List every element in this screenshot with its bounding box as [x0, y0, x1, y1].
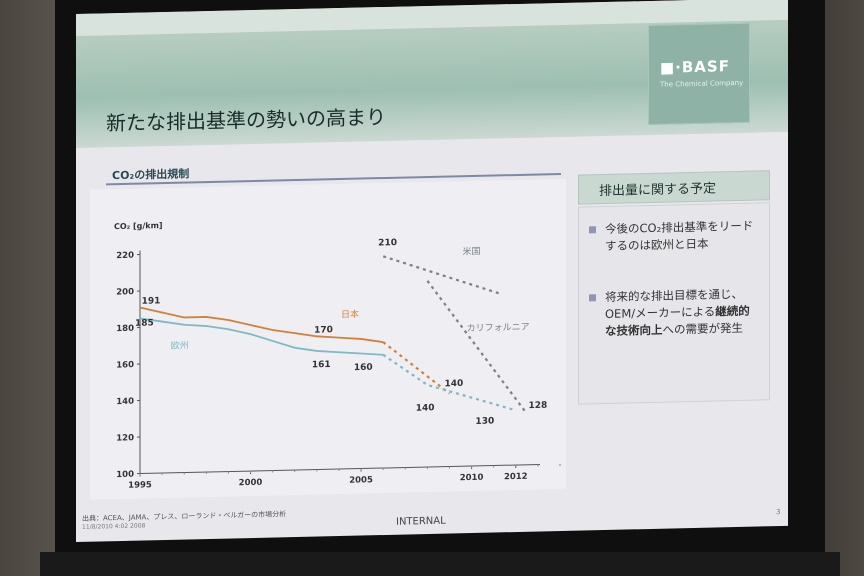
data-label: 170: [314, 325, 333, 335]
y-tick-label: 140: [116, 397, 134, 407]
y-tick-label: 120: [116, 433, 134, 443]
bullet-text-suffix: への需要が発生: [662, 320, 744, 337]
bullet-square-icon: [589, 226, 596, 234]
bullet-item: 将来的な排出目標を通じ、OEM/メーカーによる継続的な技術向上への需要が発生: [589, 285, 761, 340]
data-label: 210: [378, 238, 397, 248]
series-line: [426, 280, 528, 415]
x-tick-label: 2012: [504, 472, 528, 483]
chart-panel: CO₂ [g/km] 100 120 140 160 180 200 220 1995 2000 2…: [90, 178, 566, 500]
x-tick-label: 2005: [349, 475, 373, 486]
series-line: [382, 341, 451, 395]
y-tick-label: 100: [116, 470, 134, 480]
x-tick-label: 2010: [460, 473, 484, 484]
bullet-text: 将来的な排出目標を通じ、OEM/メーカーによる継続的な技術向上への需要が発生: [589, 285, 761, 340]
screen-bottom-bar: [40, 552, 840, 576]
series-label: カリフォルニア: [467, 322, 530, 334]
bullet-item: 今後のCO₂排出基準をリードするのは欧州と日本: [589, 217, 761, 255]
series-label: 米国: [463, 245, 481, 257]
y-tick-label: 200: [116, 287, 134, 297]
date-stamp: 11/8/2010 4:02 2008: [82, 522, 146, 531]
y-tick-label: 180: [116, 324, 134, 334]
y-axis-label: CO₂ [g/km]: [114, 221, 163, 231]
data-label: 128: [528, 401, 547, 411]
data-label: 160: [354, 363, 373, 373]
page-number: 3: [776, 508, 781, 517]
bullet-text: 今後のCO₂排出基準をリードするのは欧州と日本: [605, 218, 754, 253]
basf-logo: ■·BASF: [660, 57, 730, 77]
slide: ■·BASF The Chemical Company 新たな排出基準の勢いの高…: [76, 0, 788, 542]
series-line: [382, 255, 501, 295]
y-tick-label: 220: [116, 251, 134, 261]
y-tick-label: 160: [116, 360, 134, 370]
series-line: [139, 306, 384, 344]
section-label: CO₂の排出規制: [112, 167, 190, 183]
data-label: 191: [142, 296, 161, 306]
source-note: 出典：ACEA、JAMA、プレス、ローランド・ベルガーの市場分析: [82, 510, 287, 523]
data-label: 140: [444, 379, 463, 389]
series-label: 日本: [341, 308, 359, 320]
series-label: 欧州: [171, 339, 189, 351]
series-line: [139, 317, 384, 356]
footer-internal: INTERNAL: [396, 515, 446, 528]
data-label: 185: [135, 318, 154, 328]
bullet-square-icon: [589, 294, 596, 302]
x-tick-label: 1995: [128, 480, 152, 491]
data-label: 130: [475, 417, 494, 427]
co2-chart: CO₂ [g/km] 100 120 140 160 180 200 220 1995 2000 2…: [114, 221, 561, 491]
sidebar-heading: 排出量に関する予定: [599, 181, 717, 200]
sidebar-box: 今後のCO₂排出基準をリードするのは欧州と日本 将来的な排出目標を通じ、OEM/…: [578, 202, 770, 405]
x-tick-label: 2000: [239, 478, 263, 489]
sidebar-heading-box: 排出量に関する予定: [578, 170, 770, 205]
data-label: 140: [416, 403, 435, 413]
data-label: 161: [312, 360, 331, 370]
